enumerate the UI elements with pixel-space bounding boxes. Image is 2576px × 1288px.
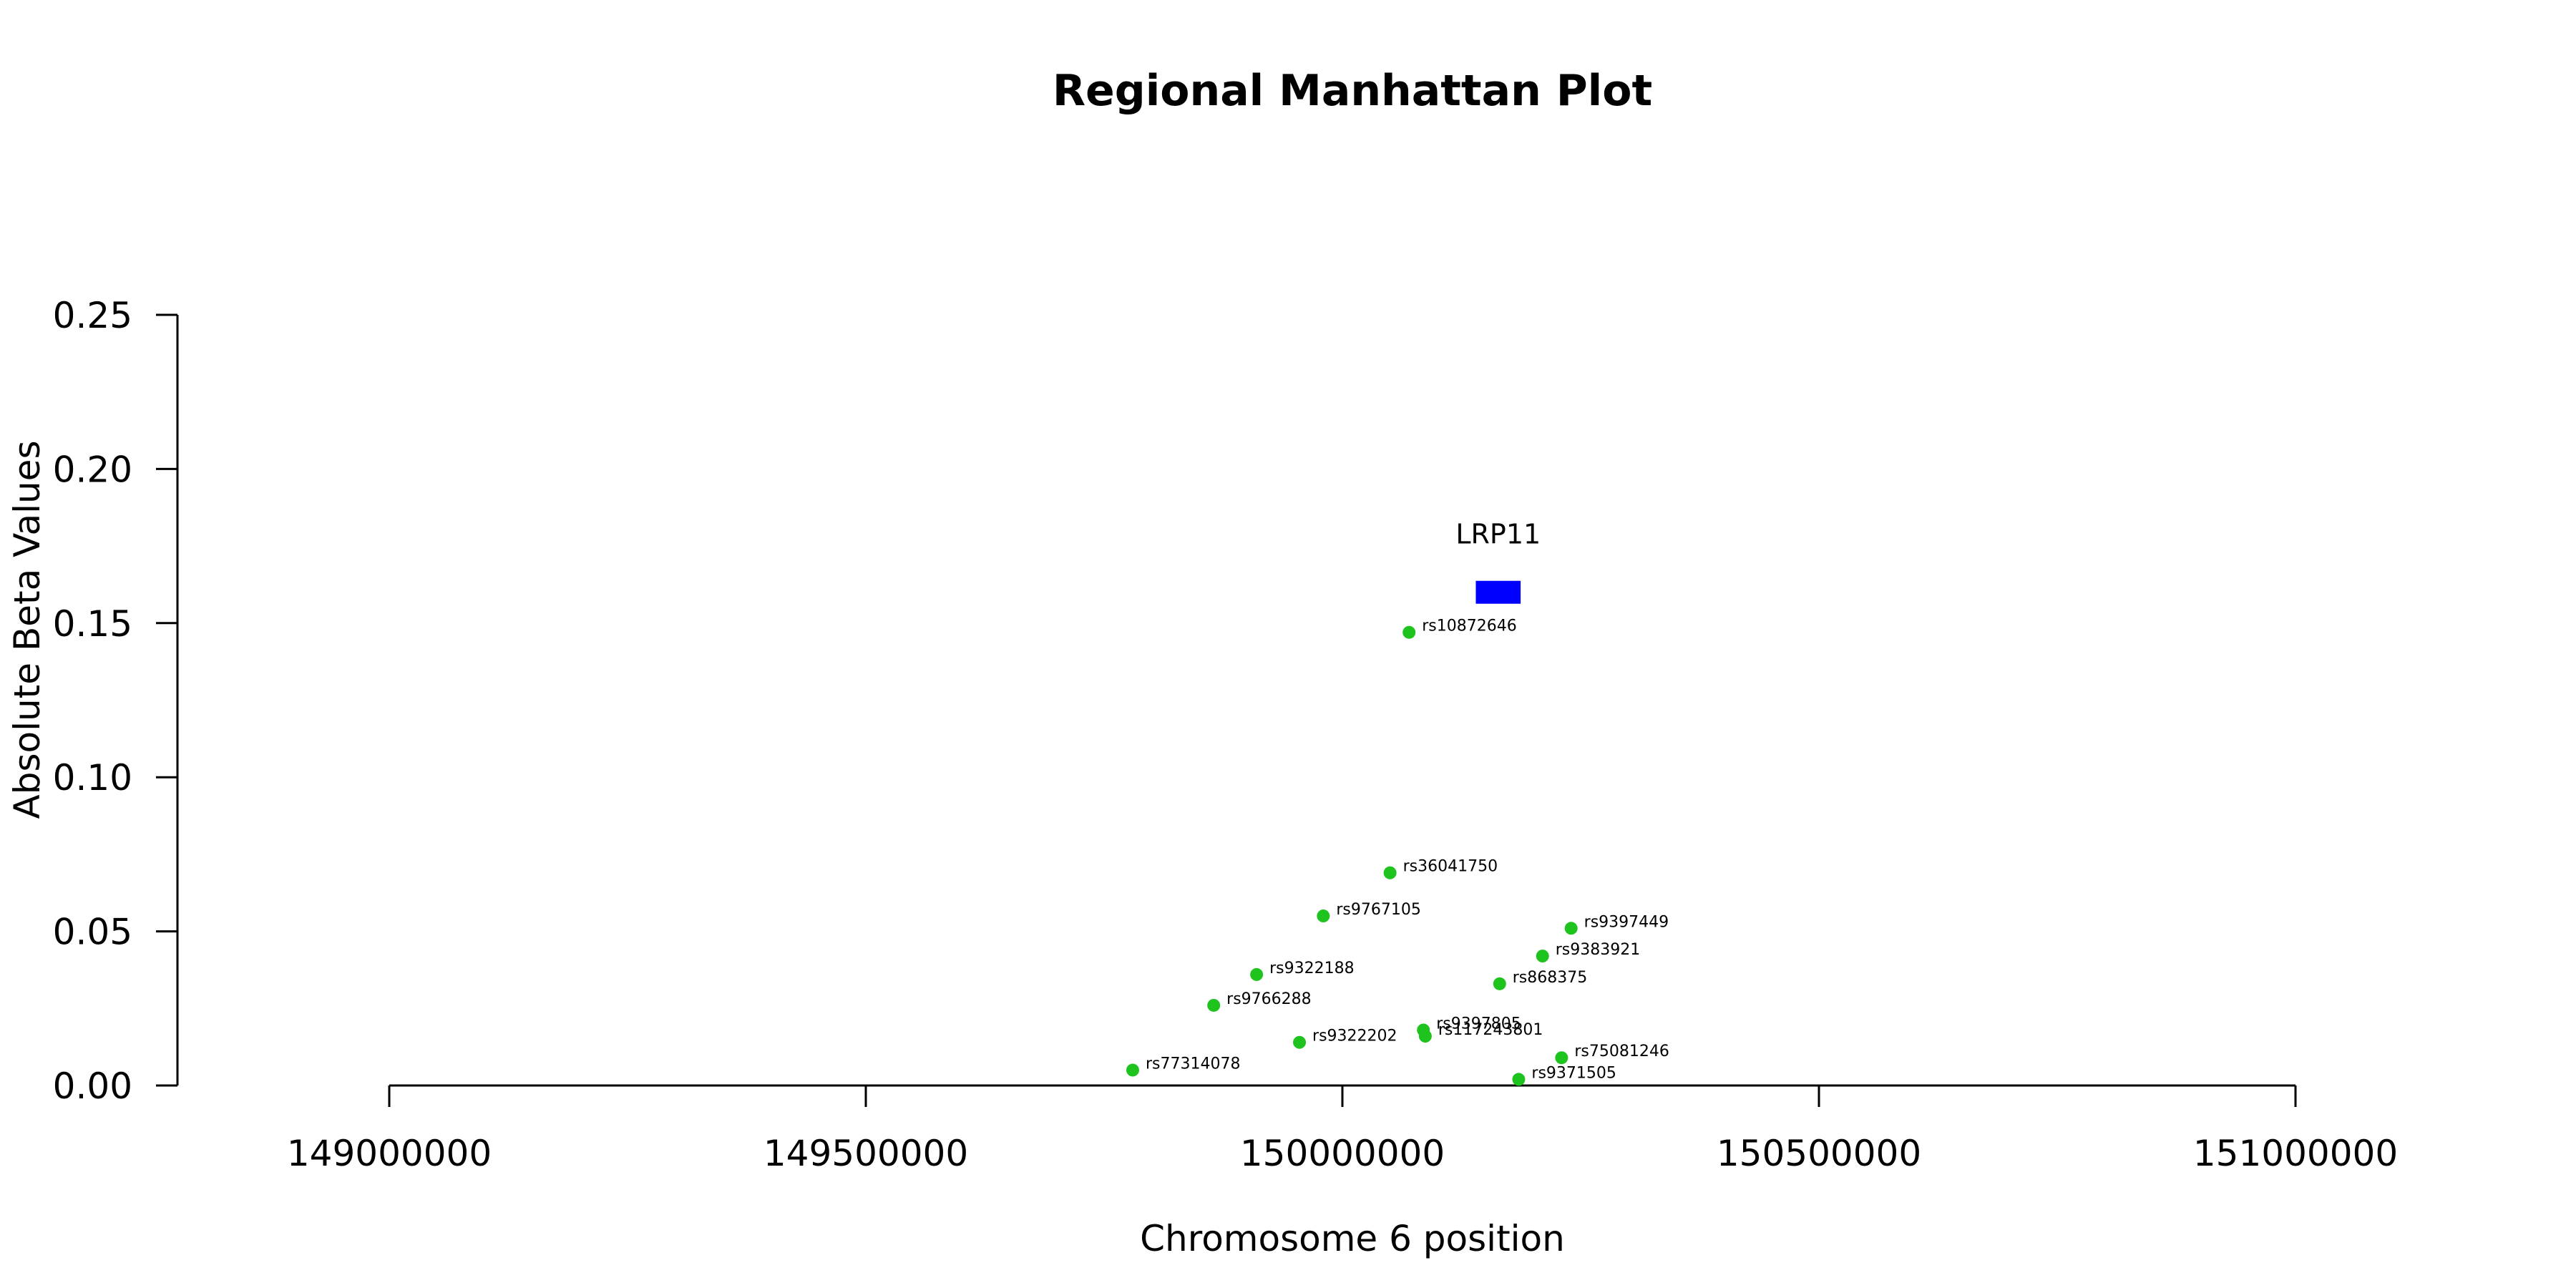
y-axis-ticks: 0.00 0.05 0.10 0.15 0.20 0.25 bbox=[53, 295, 177, 1107]
snp-label: rs77314078 bbox=[1146, 1055, 1240, 1073]
snp-label: rs868375 bbox=[1513, 969, 1588, 987]
gene-track: LRP11 bbox=[1455, 519, 1541, 604]
y-axis: 0.00 0.05 0.10 0.15 0.20 0.25 bbox=[53, 295, 179, 1107]
snp-label: rs9383921 bbox=[1556, 941, 1641, 959]
y-tick-label: 0.10 bbox=[53, 757, 132, 799]
snp-label: rs9397449 bbox=[1584, 913, 1669, 931]
snp-point bbox=[1564, 922, 1578, 935]
snp-label: rs9322202 bbox=[1312, 1028, 1397, 1045]
snp-point bbox=[1402, 625, 1416, 639]
snp-label: rs9766288 bbox=[1226, 990, 1312, 1008]
gene-lrp11-bar bbox=[1475, 580, 1521, 604]
x-tick-label: 149500000 bbox=[763, 1133, 968, 1174]
snp-label: rs9767105 bbox=[1336, 901, 1421, 919]
y-tick-label: 0.05 bbox=[53, 912, 132, 953]
gene-label: LRP11 bbox=[1455, 519, 1541, 550]
snp-points: rs10872646 rs36041750 rs9767105 rs9397449 rs… bbox=[1126, 618, 1669, 1086]
snp-point bbox=[1512, 1073, 1526, 1086]
snp-label: rs9397805 bbox=[1436, 1015, 1521, 1033]
y-tick-label: 0.25 bbox=[53, 295, 132, 336]
snp-point bbox=[1536, 950, 1549, 963]
snp-label: rs75081246 bbox=[1574, 1043, 1669, 1060]
snp-label: rs9371505 bbox=[1531, 1064, 1616, 1082]
y-tick-label: 0.15 bbox=[53, 603, 132, 645]
snp-label: rs36041750 bbox=[1403, 858, 1498, 876]
x-axis-ticks: 149000000 149500000 150000000 150500000 1510… bbox=[287, 1085, 2398, 1174]
snp-point bbox=[1317, 909, 1330, 923]
snp-point bbox=[1207, 998, 1221, 1012]
x-tick-label: 151000000 bbox=[2193, 1133, 2398, 1174]
snp-point bbox=[1383, 866, 1397, 879]
y-tick-label: 0.20 bbox=[53, 449, 132, 490]
chart-title: Regional Manhattan Plot bbox=[1053, 66, 1652, 116]
x-axis-label: Chromosome 6 position bbox=[1140, 1218, 1565, 1259]
snp-point bbox=[1418, 1030, 1432, 1043]
snp-point bbox=[1250, 967, 1264, 981]
snp-point bbox=[1126, 1063, 1139, 1077]
snp-label: rs10872646 bbox=[1422, 618, 1516, 635]
snp-point bbox=[1293, 1035, 1307, 1049]
y-tick-label: 0.00 bbox=[53, 1065, 132, 1107]
snp-point bbox=[1493, 977, 1506, 990]
y-axis-label: Absolute Beta Values bbox=[6, 441, 48, 819]
x-tick-label: 149000000 bbox=[287, 1133, 492, 1174]
snp-point bbox=[1555, 1051, 1568, 1065]
x-tick-label: 150500000 bbox=[1717, 1133, 1921, 1174]
x-tick-label: 150000000 bbox=[1240, 1133, 1445, 1174]
x-axis: 149000000 149500000 150000000 150500000 1510… bbox=[287, 1084, 2398, 1174]
snp-label: rs117243801 bbox=[1438, 1021, 1543, 1039]
snp-label: rs9322188 bbox=[1269, 960, 1355, 977]
